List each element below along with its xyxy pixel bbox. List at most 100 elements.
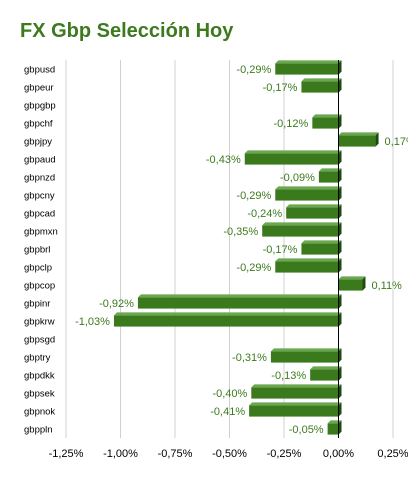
value-label: -0,35% <box>223 226 258 238</box>
bar-side <box>338 366 342 381</box>
bar-top <box>301 240 342 244</box>
bar-side <box>338 78 342 93</box>
bar-side <box>338 150 342 165</box>
bar-front <box>113 315 339 327</box>
value-label: -0,17% <box>263 244 298 256</box>
bar-side <box>338 114 342 129</box>
bar-front <box>327 423 339 435</box>
chart-title: FX Gbp Selección Hoy <box>20 20 234 42</box>
bar-front <box>262 225 339 237</box>
bar-top <box>251 384 342 388</box>
bar-top <box>301 78 342 82</box>
category-label: gbpclp <box>24 263 52 274</box>
bar <box>301 78 342 93</box>
bar-top <box>270 348 342 352</box>
x-tick-label: -1,00% <box>103 448 138 460</box>
bar <box>310 366 342 381</box>
bar-top <box>249 402 342 406</box>
bar-front <box>286 207 339 219</box>
x-tick-label: -1,25% <box>49 448 84 460</box>
value-label: -0,92% <box>99 298 134 310</box>
value-labels: -0,29% -0,17% -0,12% 0,17% -0,43% -0,09% -0,29… <box>75 64 408 436</box>
bar <box>327 420 342 435</box>
category-label: gbptry <box>24 353 51 364</box>
value-label: -0,43% <box>206 154 241 166</box>
value-label: -0,12% <box>273 118 308 130</box>
bar-side <box>338 240 342 255</box>
bar-top <box>275 60 342 64</box>
bar-front <box>244 153 339 165</box>
value-label: -0,05% <box>289 424 324 436</box>
bar <box>286 204 342 219</box>
category-label: gbpaud <box>24 155 56 166</box>
bar <box>244 150 342 165</box>
value-label: -0,13% <box>271 370 306 382</box>
bar-top <box>275 258 342 262</box>
bar-front <box>301 243 339 255</box>
bar-top <box>338 276 366 280</box>
bar <box>301 240 342 255</box>
category-label: gbpnzd <box>24 173 55 184</box>
bar-top <box>310 366 342 370</box>
value-label: -0,41% <box>210 406 245 418</box>
bar-side <box>338 312 342 327</box>
category-label: gbpcop <box>24 281 55 292</box>
bar <box>275 258 342 273</box>
bar-side <box>338 258 342 273</box>
value-label: -0,29% <box>236 64 271 76</box>
bar <box>113 312 342 327</box>
bar-top <box>244 150 342 154</box>
bar-side <box>375 132 379 147</box>
value-label: -0,24% <box>247 208 282 220</box>
bars <box>113 60 379 435</box>
bar-top <box>286 204 342 208</box>
x-tick-label: -0,75% <box>158 448 193 460</box>
value-label: -0,31% <box>232 352 267 364</box>
value-label: -0,09% <box>280 172 315 184</box>
value-label: -0,17% <box>263 82 298 94</box>
bar-front <box>312 117 339 129</box>
bar-side <box>338 60 342 75</box>
value-label: -1,03% <box>75 316 110 328</box>
grid-lines <box>65 60 394 438</box>
bar <box>137 294 342 309</box>
bar-side <box>338 168 342 183</box>
bar-side <box>338 222 342 237</box>
bar-top <box>275 186 342 190</box>
bar-top <box>113 312 342 316</box>
category-label: gbpgbp <box>24 101 56 112</box>
bar-side <box>338 204 342 219</box>
x-tick-label: 0,00% <box>323 448 354 460</box>
value-label: 0,17% <box>385 136 408 148</box>
bar-top <box>338 132 379 136</box>
bar-top <box>312 114 342 118</box>
bar-front <box>318 171 339 183</box>
bar-front <box>275 261 339 273</box>
category-label: gbpbrl <box>24 245 50 256</box>
bar-front <box>338 135 376 147</box>
x-tick-label: -0,25% <box>267 448 302 460</box>
category-label: gbpsgd <box>24 335 55 346</box>
bar-side <box>338 294 342 309</box>
category-label: gbppln <box>24 425 53 436</box>
bar-front <box>275 189 339 201</box>
bar-side <box>338 186 342 201</box>
bar-front <box>310 369 339 381</box>
bar-side <box>338 402 342 417</box>
category-label: gbpeur <box>24 83 54 94</box>
x-tick-label: -0,50% <box>212 448 247 460</box>
category-label: gbpmxn <box>24 227 58 238</box>
category-labels: gbpusd gbpeur gbpgbp gbpchf gbpjpy gbpaud gbpn… <box>24 65 58 436</box>
bar-top <box>262 222 342 226</box>
category-label: gbpjpy <box>24 137 52 148</box>
bar <box>312 114 342 129</box>
value-label: -0,40% <box>212 388 247 400</box>
bar-front <box>301 81 339 93</box>
bar <box>262 222 342 237</box>
bar <box>270 348 342 363</box>
value-label: 0,11% <box>371 280 402 292</box>
category-label: gbpusd <box>24 65 55 76</box>
category-label: gbpsek <box>24 389 55 400</box>
value-label: -0,29% <box>236 190 271 202</box>
